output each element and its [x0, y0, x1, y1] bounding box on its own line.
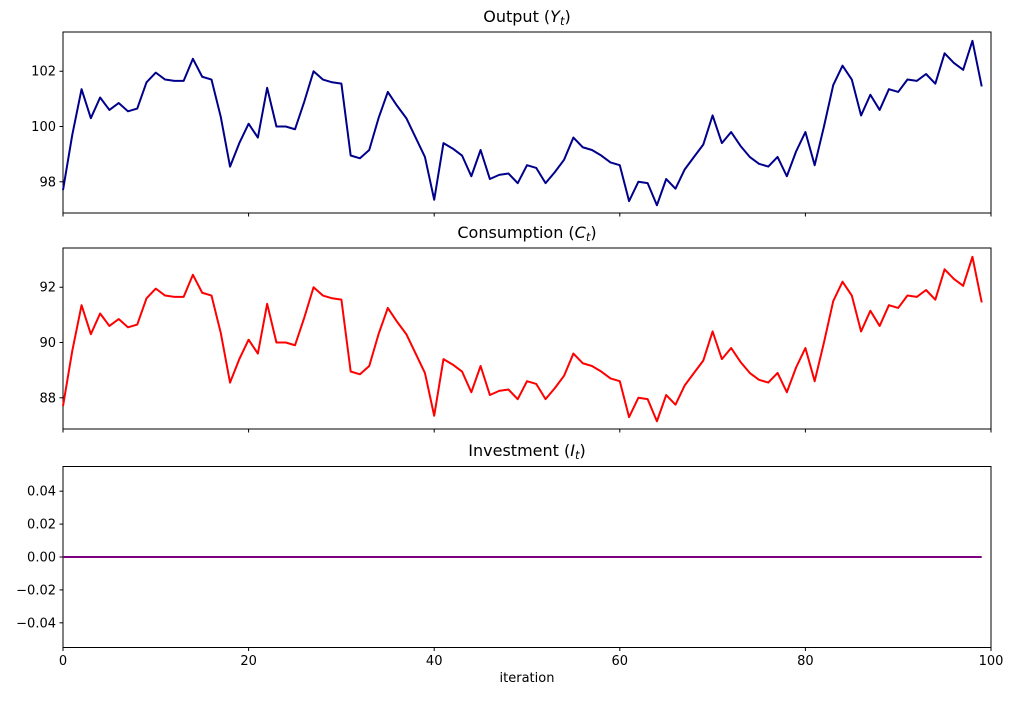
output-line — [62, 39, 983, 207]
consumption-axes-frame — [62, 247, 992, 430]
investment-plot-title: Investment (It) — [63, 441, 991, 462]
subplot-consumption: 88 90 92 — [39, 247, 992, 433]
x-axis-label: iteration — [499, 671, 555, 686]
y-tick-label: −0.02 — [16, 583, 56, 598]
consumption-line — [62, 255, 983, 423]
output-title-subscript: t — [559, 13, 565, 28]
y-tick-label: 88 — [39, 391, 56, 406]
output-title-text: Output ( — [483, 7, 551, 26]
consumption-title-close: ) — [590, 223, 597, 242]
investment-title-text: Investment ( — [468, 441, 571, 460]
y-tick-label: 98 — [39, 175, 56, 190]
y-tick-label: 0.00 — [27, 551, 56, 566]
y-tick-label: 102 — [31, 65, 56, 80]
consumption-title-text: Consumption ( — [457, 223, 575, 242]
output-plot-title: Output (Yt) — [63, 7, 991, 28]
subplot-investment: −0.04 −0.02 0.00 0.02 0.04 0 20 40 60 80 100 — [16, 466, 1004, 669]
x-tick-label: 0 — [59, 654, 67, 669]
x-tick-label: 100 — [979, 654, 1004, 669]
investment-title-subscript: t — [574, 447, 580, 462]
subplot-output: 98 100 102 — [31, 31, 992, 217]
x-tick-label: 80 — [797, 654, 814, 669]
output-title-close: ) — [564, 7, 571, 26]
output-axes-frame — [62, 31, 992, 214]
investment-title-variable: I — [570, 441, 575, 460]
output-title-variable: Y — [550, 7, 560, 26]
x-tick-label: 60 — [612, 654, 629, 669]
y-tick-label: 90 — [39, 336, 56, 351]
x-tick-label: 20 — [240, 654, 257, 669]
consumption-title-variable: C — [574, 223, 586, 242]
consumption-plot-title: Consumption (Ct) — [63, 223, 991, 244]
investment-title-close: ) — [579, 441, 586, 460]
y-tick-label: 0.04 — [27, 485, 56, 500]
y-tick-label: 0.02 — [27, 518, 56, 533]
y-tick-label: 100 — [31, 120, 56, 135]
y-tick-label: 92 — [39, 281, 56, 296]
x-tick-label: 40 — [426, 654, 443, 669]
consumption-title-subscript: t — [585, 229, 591, 244]
y-tick-label: −0.04 — [16, 616, 56, 631]
